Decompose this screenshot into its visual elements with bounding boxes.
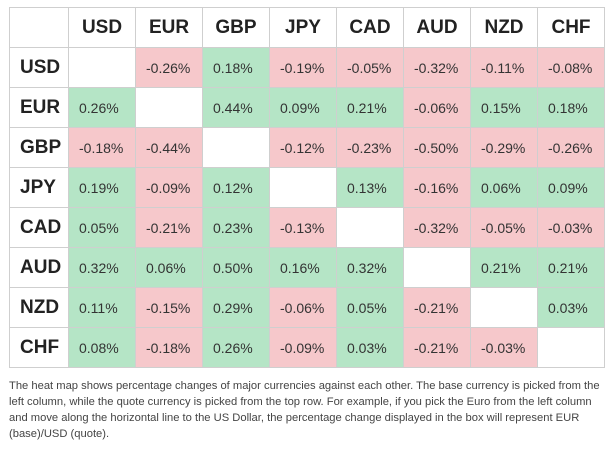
heat-cell: 0.05% [68, 207, 136, 248]
heat-cell: -0.06% [269, 287, 337, 328]
heat-cell: 0.18% [537, 87, 605, 128]
row-header: AUD [9, 247, 69, 288]
heat-cell: -0.05% [336, 47, 404, 88]
header-row: USD EUR GBP JPY CAD AUD NZD CHF [9, 7, 605, 48]
table-row: GBP -0.18% -0.44% -0.12% -0.23% -0.50% -0.29% -… [9, 127, 605, 168]
row-header: NZD [9, 287, 69, 328]
heat-cell [68, 47, 136, 88]
heat-cell: 0.32% [68, 247, 136, 288]
heat-cell: 0.29% [202, 287, 270, 328]
heat-cell: 0.44% [202, 87, 270, 128]
heat-cell: 0.15% [470, 87, 538, 128]
heat-cell [135, 87, 203, 128]
heat-cell: -0.15% [135, 287, 203, 328]
heat-cell: 0.08% [68, 327, 136, 368]
heat-cell: 0.16% [269, 247, 337, 288]
heat-cell: -0.32% [403, 207, 471, 248]
heat-cell: 0.03% [537, 287, 605, 328]
heat-map-table: USD EUR GBP JPY CAD AUD NZD CHF USD -0.26% 0.18% -… [9, 7, 605, 368]
footnote: The heat map shows percentage changes of… [9, 380, 600, 440]
table-row: CHF 0.08% -0.18% 0.26% -0.09% 0.03% -0.21% -0.0… [9, 327, 605, 368]
heat-cell: 0.05% [336, 287, 404, 328]
heat-cell: -0.50% [403, 127, 471, 168]
heat-cell [202, 127, 270, 168]
heat-cell: -0.21% [135, 207, 203, 248]
table-row: USD -0.26% 0.18% -0.19% -0.05% -0.32% -0.11% -0… [9, 47, 605, 88]
heat-cell: -0.32% [403, 47, 471, 88]
heat-cell: 0.18% [202, 47, 270, 88]
heat-cell: -0.05% [470, 207, 538, 248]
heat-cell: -0.03% [470, 327, 538, 368]
heat-cell: -0.21% [403, 327, 471, 368]
row-header: USD [9, 47, 69, 88]
row-header: CHF [9, 327, 69, 368]
column-header: JPY [269, 7, 337, 48]
heat-cell: 0.11% [68, 287, 136, 328]
heat-cell: -0.09% [269, 327, 337, 368]
table-row: NZD 0.11% -0.15% 0.29% -0.06% 0.05% -0.21% 0.03… [9, 287, 605, 328]
heat-cell: 0.09% [269, 87, 337, 128]
heat-cell: 0.03% [336, 327, 404, 368]
column-header: USD [68, 7, 136, 48]
heat-cell: -0.26% [537, 127, 605, 168]
heat-cell: -0.44% [135, 127, 203, 168]
column-header: AUD [403, 7, 471, 48]
row-header: EUR [9, 87, 69, 128]
heat-cell [336, 207, 404, 248]
column-header: EUR [135, 7, 203, 48]
column-header: GBP [202, 7, 270, 48]
heat-cell: 0.50% [202, 247, 270, 288]
heat-cell: -0.09% [135, 167, 203, 208]
heat-cell: -0.16% [403, 167, 471, 208]
heat-cell [403, 247, 471, 288]
heat-cell: -0.29% [470, 127, 538, 168]
heat-cell: 0.09% [537, 167, 605, 208]
heat-cell: -0.08% [537, 47, 605, 88]
table-row: AUD 0.32% 0.06% 0.50% 0.16% 0.32% 0.21% 0.21% [9, 247, 605, 288]
table-row: JPY 0.19% -0.09% 0.12% 0.13% -0.16% 0.06% 0.09% [9, 167, 605, 208]
heat-cell: -0.18% [135, 327, 203, 368]
heat-cell: -0.06% [403, 87, 471, 128]
heat-cell: -0.19% [269, 47, 337, 88]
heat-cell: -0.12% [269, 127, 337, 168]
column-header: CHF [537, 7, 605, 48]
heat-cell: 0.26% [202, 327, 270, 368]
row-header: CAD [9, 207, 69, 248]
heat-cell: 0.13% [336, 167, 404, 208]
heat-cell: 0.21% [470, 247, 538, 288]
heat-cell [269, 167, 337, 208]
row-header: JPY [9, 167, 69, 208]
heat-cell: 0.06% [135, 247, 203, 288]
table-row: CAD 0.05% -0.21% 0.23% -0.13% -0.32% -0.05% -0.… [9, 207, 605, 248]
column-header: NZD [470, 7, 538, 48]
heat-cell: 0.19% [68, 167, 136, 208]
heat-cell: -0.23% [336, 127, 404, 168]
heat-cell: 0.26% [68, 87, 136, 128]
heat-cell [537, 327, 605, 368]
heat-cell: 0.23% [202, 207, 270, 248]
heat-cell [470, 287, 538, 328]
heat-cell: 0.06% [470, 167, 538, 208]
heat-cell: -0.21% [403, 287, 471, 328]
heat-cell: -0.03% [537, 207, 605, 248]
heat-cell: 0.32% [336, 247, 404, 288]
heat-cell: 0.21% [336, 87, 404, 128]
row-header: GBP [9, 127, 69, 168]
column-header: CAD [336, 7, 404, 48]
heat-cell: -0.26% [135, 47, 203, 88]
heat-cell: 0.21% [537, 247, 605, 288]
heat-cell: -0.13% [269, 207, 337, 248]
table-row: EUR 0.26% 0.44% 0.09% 0.21% -0.06% 0.15% 0.18% [9, 87, 605, 128]
corner-cell [9, 7, 69, 48]
heat-cell: -0.18% [68, 127, 136, 168]
heat-cell: -0.11% [470, 47, 538, 88]
heat-cell: 0.12% [202, 167, 270, 208]
